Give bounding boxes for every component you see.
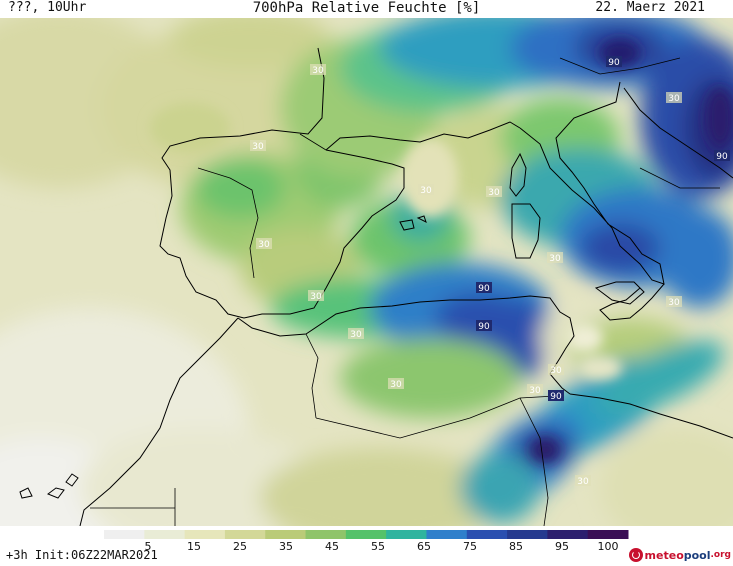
colorbar-swatch: [265, 530, 307, 539]
contour-label-30: 30: [488, 188, 500, 198]
contour-label-30: 30: [550, 366, 562, 376]
meteopool-logo-icon: [628, 548, 643, 562]
colorbar-tick-label: 35: [279, 540, 293, 553]
colorbar-swatch: [547, 530, 589, 539]
colorbar-tick-label: 95: [555, 540, 569, 553]
contour-label-90: 90: [716, 152, 728, 162]
colorbar-tick-label: 45: [325, 540, 339, 553]
contour-label-30: 30: [668, 298, 680, 308]
colorbar-swatch: [184, 530, 226, 539]
colorbar-tick-label: 65: [417, 540, 431, 553]
colorbar-tick-label: 5: [144, 540, 152, 553]
colorbar-swatch: [587, 530, 629, 539]
logo-text-meteo: meteo: [644, 548, 684, 562]
map-title: 700hPa Relative Feuchte [%]: [252, 0, 481, 16]
humidity-map: 30 30 30 30 30 30 30 30 30 30 30 30 30 3…: [0, 18, 733, 526]
colorbar-swatch: [345, 530, 387, 539]
contour-label-30: 30: [549, 254, 561, 264]
contour-label-30: 30: [258, 240, 270, 250]
contour-label-30: 30: [350, 330, 362, 340]
contour-label-30: 30: [577, 477, 589, 487]
contour-label-30: 30: [529, 386, 541, 396]
humidity-field: [0, 18, 733, 526]
colorbar-swatch: [224, 530, 266, 539]
borders: [90, 57, 720, 526]
contour-labels: 30 30 30 30 30 30 30 30 30 30 30 30 30 3…: [250, 56, 730, 487]
colorbar-swatch: [426, 530, 468, 539]
contour-label-30: 30: [252, 142, 264, 152]
colorbar-tick-label: 15: [187, 540, 201, 553]
coastlines: [19, 47, 733, 526]
colorbar-swatch: [144, 530, 186, 539]
map-date: 22. Maerz 2021: [595, 0, 705, 15]
model-run-info: +3h Init:06Z22MAR2021: [6, 548, 158, 562]
colorbar: [0, 526, 733, 566]
colorbar-tick-label: 25: [233, 540, 247, 553]
colorbar-tick-label: 85: [509, 540, 523, 553]
colorbar-swatch: [386, 530, 427, 539]
colorbar-svg: [104, 530, 629, 539]
contour-label-30: 30: [312, 66, 324, 76]
colorbar-swatch: [466, 530, 508, 539]
contour-label-90: 90: [478, 284, 490, 294]
map-location-time: ???, 10Uhr: [8, 0, 87, 15]
logo-text-org: .org: [710, 550, 731, 560]
contour-label-90: 90: [478, 322, 490, 332]
colorbar-swatch: [507, 530, 548, 539]
contour-label-90: 90: [550, 392, 562, 402]
colorbar-swatch: [305, 530, 347, 539]
contour-label-90: 90: [608, 58, 620, 68]
contour-label-30: 30: [420, 186, 432, 196]
contour-label-30: 30: [668, 94, 680, 104]
contour-label-30: 30: [310, 292, 322, 302]
contour-label-30: 30: [390, 380, 402, 390]
meteopool-logo[interactable]: meteo pool .org: [628, 546, 731, 564]
logo-text-pool: pool: [683, 548, 711, 562]
colorbar-tick-label: 55: [371, 540, 385, 553]
colorbar-tick-label: 75: [463, 540, 477, 553]
colorbar-tick-label: 100: [597, 540, 619, 553]
colorbar-swatch: [104, 530, 145, 539]
